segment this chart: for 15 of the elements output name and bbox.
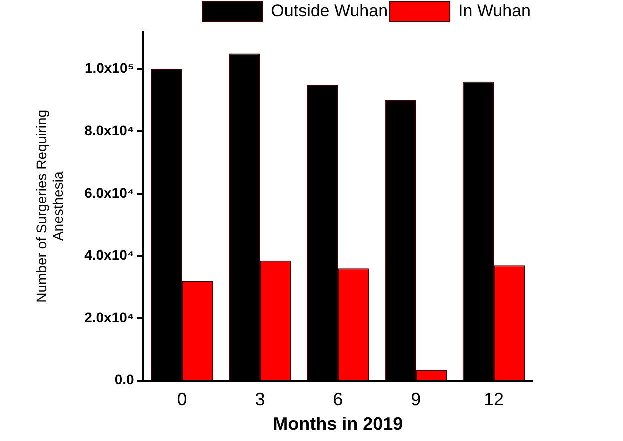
x-tick-label: 12 — [484, 390, 504, 410]
x-axis-title: Months in 2019 — [273, 414, 404, 434]
x-tick-label: 9 — [411, 390, 422, 410]
y-axis-title: Number of Surgeries Requiring Anesthesia — [33, 110, 66, 303]
legend-label: In Wuhan — [458, 2, 532, 21]
y-tick-label: 0.0 — [114, 372, 135, 388]
x-tick-label: 6 — [333, 390, 344, 410]
y-tick-label: 8.0x10⁴ — [84, 122, 134, 139]
y-tick-label: 4.0x10⁴ — [84, 247, 134, 264]
legend-label: Outside Wuhan — [271, 2, 388, 21]
x-tick-label: 0 — [177, 390, 188, 410]
y-tick-label: 6.0x10⁴ — [84, 184, 134, 201]
y-tick-label: 1.0x10⁵ — [84, 60, 134, 76]
x-tick-label: 3 — [255, 390, 266, 410]
y-tick-label: 2.0x10⁴ — [84, 309, 134, 326]
